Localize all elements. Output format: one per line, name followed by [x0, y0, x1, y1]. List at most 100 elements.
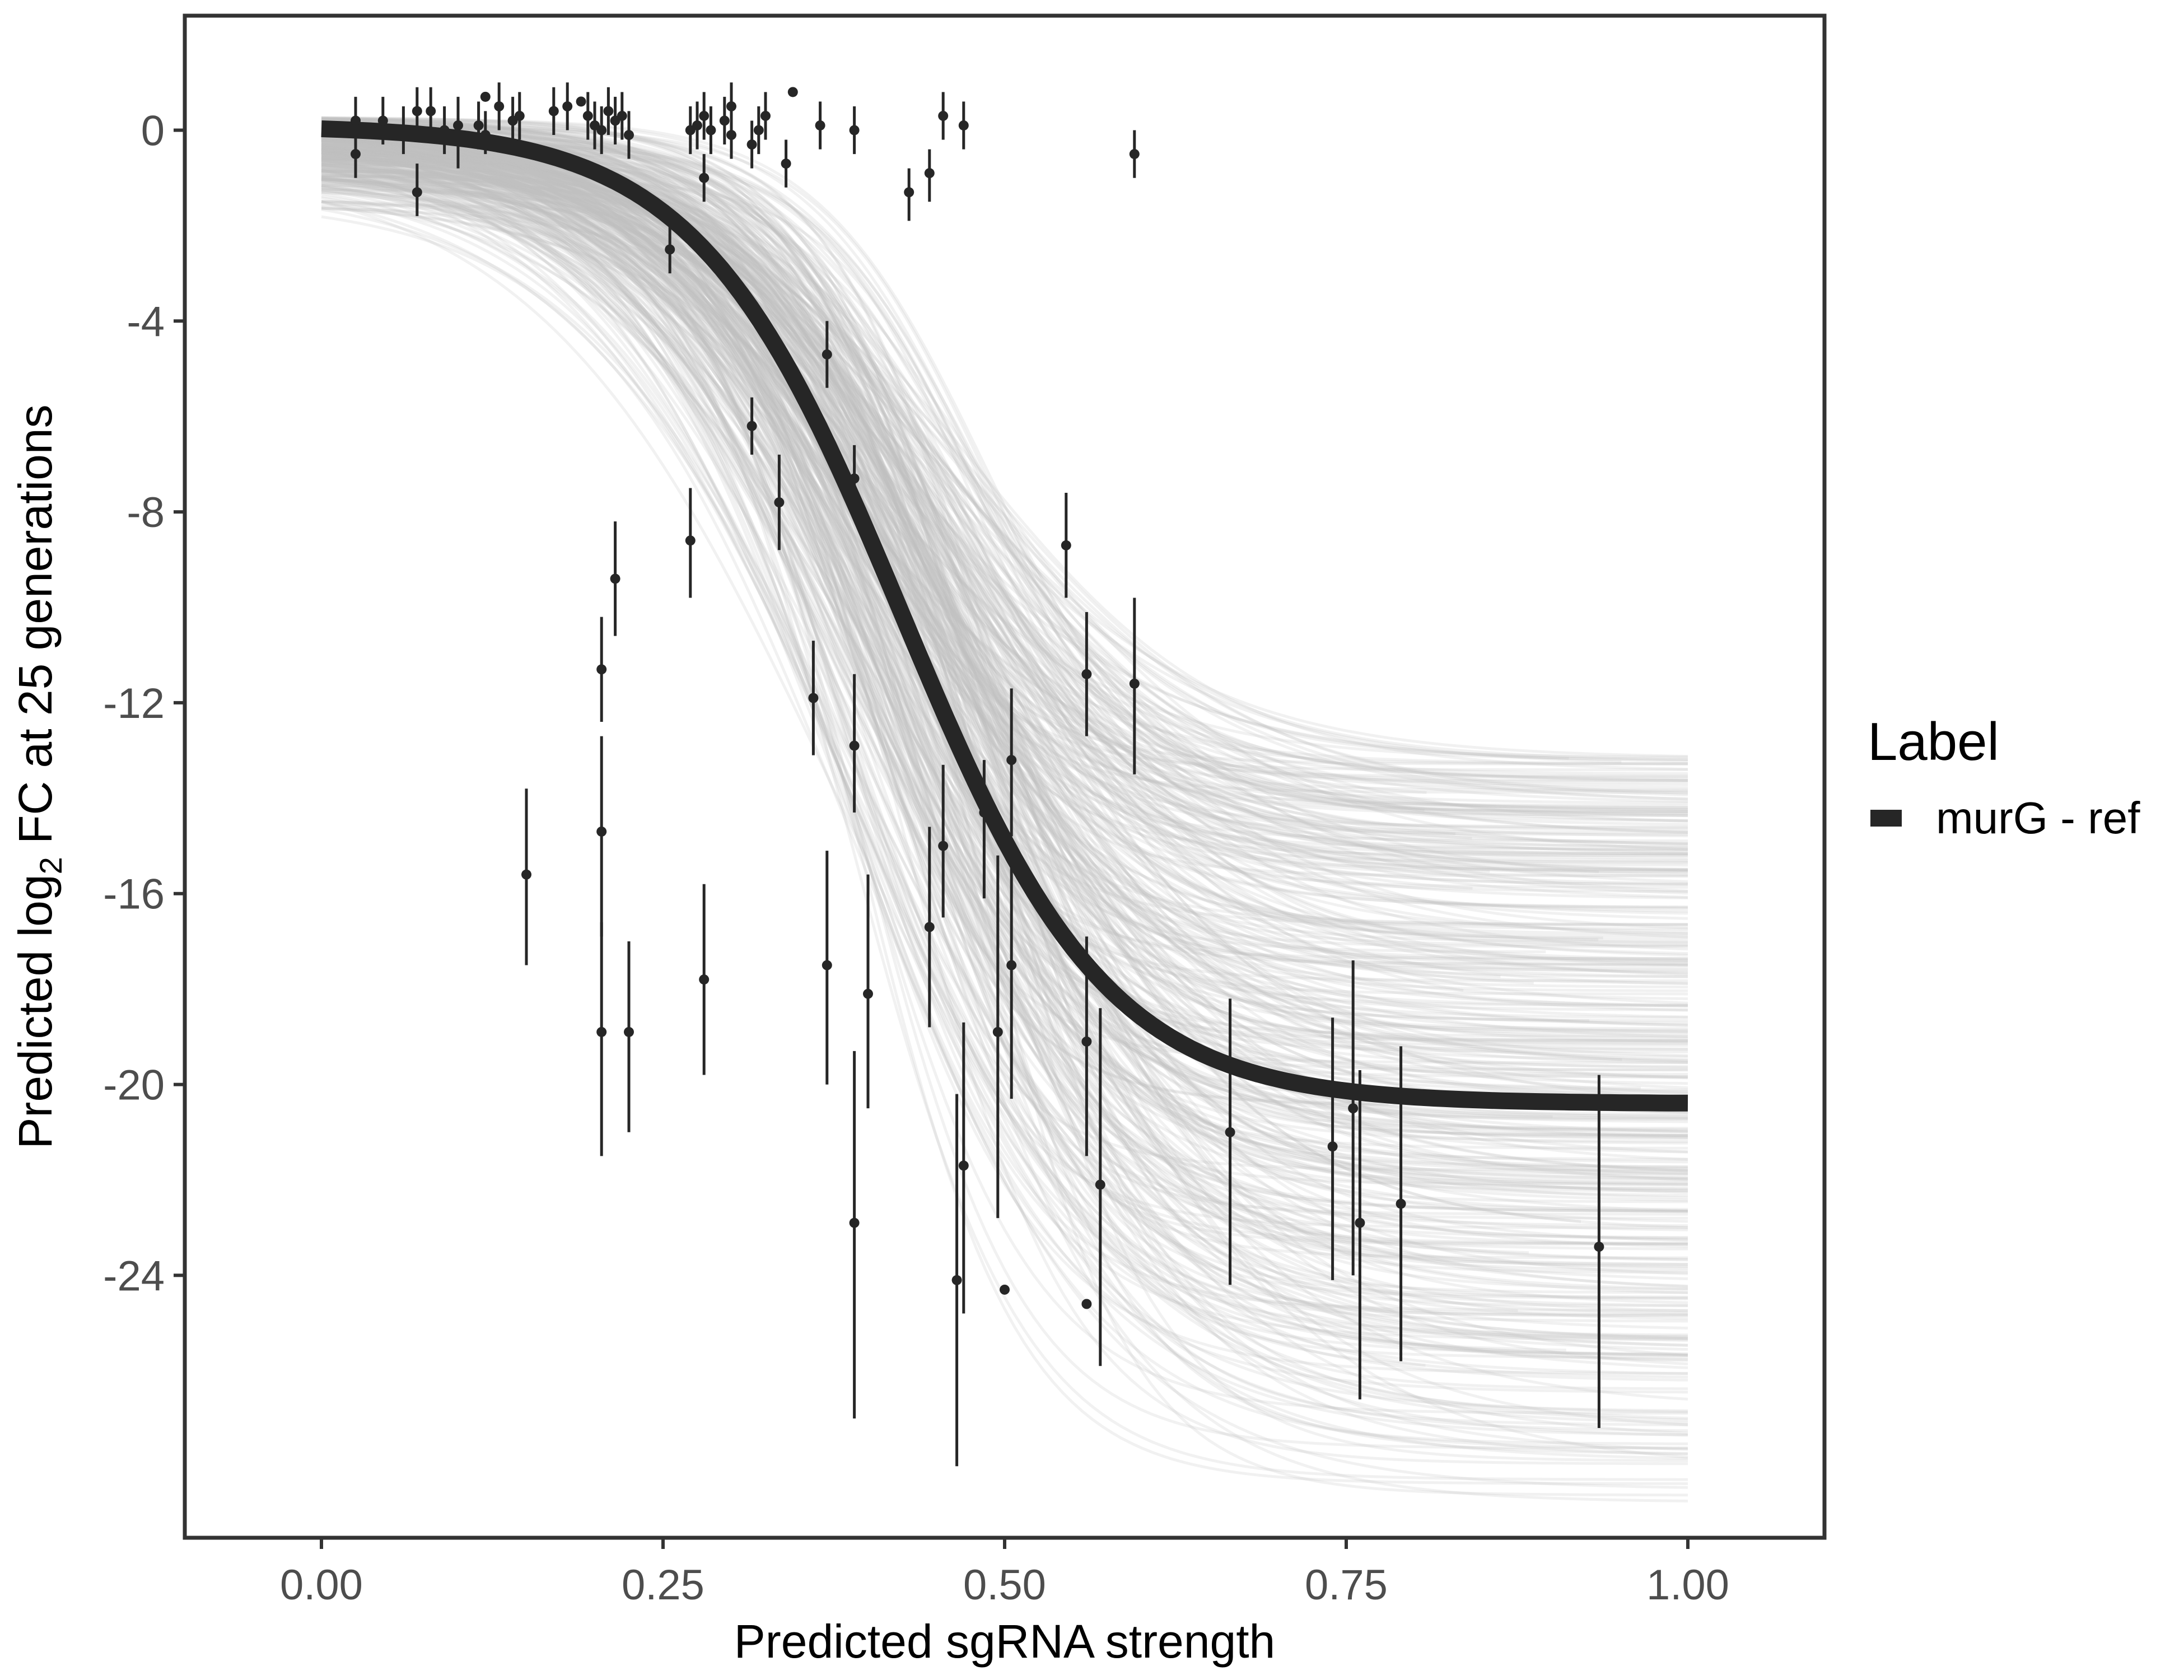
posterior-draw-line — [321, 147, 1590, 1022]
posterior-draw-line — [321, 152, 1688, 1266]
posterior-draw-line — [321, 138, 1688, 826]
posterior-draw-line — [321, 158, 1688, 1330]
posterior-draw-line — [321, 162, 1688, 1450]
point-marker — [699, 172, 710, 183]
point-marker — [596, 664, 607, 675]
posterior-draw-line — [321, 138, 1688, 1339]
posterior-draws — [321, 116, 1688, 1502]
posterior-draw-line — [321, 206, 1688, 963]
posterior-draw-line — [321, 138, 1688, 1294]
posterior-draw-line — [321, 165, 1472, 840]
x-tick-label: 0.25 — [622, 1561, 704, 1609]
data-point — [1396, 1046, 1406, 1361]
data-point — [746, 397, 757, 455]
data-point — [1129, 598, 1140, 774]
data-point — [958, 1022, 969, 1314]
posterior-draw-line — [321, 153, 1688, 1065]
data-point — [596, 617, 607, 722]
posterior-draw-line — [321, 175, 1688, 1008]
posterior-draw-line — [321, 136, 1688, 1032]
posterior-draw-line — [321, 136, 1688, 893]
posterior-draw-line — [321, 148, 1688, 1179]
posterior-draw-line — [321, 184, 1688, 790]
posterior-draw-line — [321, 177, 1688, 813]
posterior-draw-line — [321, 161, 1688, 1150]
posterior-draw-line — [321, 132, 1688, 1131]
posterior-draw-line — [321, 151, 1688, 846]
posterior-draw-line — [321, 153, 1688, 910]
data-point — [480, 111, 491, 155]
point-marker — [1327, 1141, 1338, 1152]
posterior-draw-line — [321, 139, 1688, 978]
posterior-draw-line — [321, 121, 1688, 982]
posterior-draw-line — [321, 153, 1688, 1079]
posterior-draw-line — [321, 126, 1688, 1250]
posterior-draw-line — [321, 125, 1622, 1061]
posterior-draw-line — [321, 131, 1688, 957]
point-marker — [562, 101, 573, 111]
posterior-draw-line — [321, 178, 1688, 1132]
posterior-draw-line — [321, 133, 1688, 1313]
posterior-draw-line — [321, 135, 1688, 1012]
posterior-draw-line — [321, 134, 1688, 876]
data-point — [924, 827, 935, 1028]
posterior-draw-line — [321, 125, 1688, 1042]
posterior-draw-line — [321, 151, 1688, 1099]
point-marker — [1095, 1179, 1105, 1190]
posterior-draw-line — [321, 150, 1688, 1193]
point-marker — [849, 473, 860, 484]
posterior-draw-line — [321, 162, 1688, 1445]
posterior-draw-line — [321, 162, 1688, 1194]
point-marker — [822, 960, 832, 970]
posterior-draw-line — [321, 173, 1688, 871]
posterior-draw-line — [321, 166, 1688, 1212]
posterior-draw-line — [321, 167, 1688, 1347]
posterior-draw-line — [321, 169, 1688, 865]
data-point — [1594, 1075, 1604, 1429]
legend-key-murg-ref — [1870, 810, 1902, 827]
posterior-draw-line — [321, 183, 1688, 1172]
posterior-draw-line — [321, 155, 1688, 857]
posterior-draw-line — [321, 188, 1688, 781]
posterior-draw-line — [321, 174, 1688, 948]
point-marker — [1081, 1036, 1092, 1047]
posterior-draw-line — [321, 124, 1688, 778]
posterior-draw-line — [321, 137, 1688, 801]
posterior-draw-line — [321, 196, 1688, 1375]
posterior-draw-line — [321, 176, 1688, 1005]
posterior-draw-line — [321, 134, 1688, 883]
point-marker — [1348, 1103, 1359, 1114]
posterior-draw-line — [321, 132, 1688, 899]
posterior-draw-line — [321, 151, 1688, 961]
posterior-draw-line — [321, 148, 1688, 1337]
data-point — [562, 82, 573, 130]
point-marker — [726, 101, 736, 111]
posterior-draw-line — [321, 146, 1688, 782]
posterior-draw-line — [321, 156, 1688, 838]
posterior-draw-line — [321, 178, 1688, 1038]
posterior-draw-line — [321, 124, 1688, 1502]
posterior-draw-line — [321, 169, 1688, 1133]
posterior-draw-line — [321, 142, 1688, 828]
posterior-draw-line — [321, 134, 1688, 886]
legend-label-murg-ref: murG - ref — [1936, 793, 2140, 843]
data-point — [596, 922, 607, 1156]
posterior-draw-line — [321, 178, 1688, 985]
posterior-draw-line — [321, 159, 1688, 1359]
posterior-draw-line — [321, 120, 1688, 766]
data-point — [1081, 936, 1092, 1156]
posterior-draw-line — [321, 148, 1688, 1179]
data-point — [863, 874, 873, 1109]
posterior-draw-line — [321, 186, 1688, 1080]
posterior-draw-line — [321, 126, 1688, 1424]
data-point — [514, 92, 525, 140]
data-point — [726, 111, 736, 159]
data-point — [774, 454, 785, 550]
posterior-draw-line — [321, 146, 1688, 771]
posterior-draw-line — [321, 147, 1688, 845]
posterior-draw-line — [321, 158, 1688, 1481]
posterior-draw-line — [321, 122, 1688, 815]
data-point — [815, 101, 825, 150]
data-point — [480, 91, 491, 102]
